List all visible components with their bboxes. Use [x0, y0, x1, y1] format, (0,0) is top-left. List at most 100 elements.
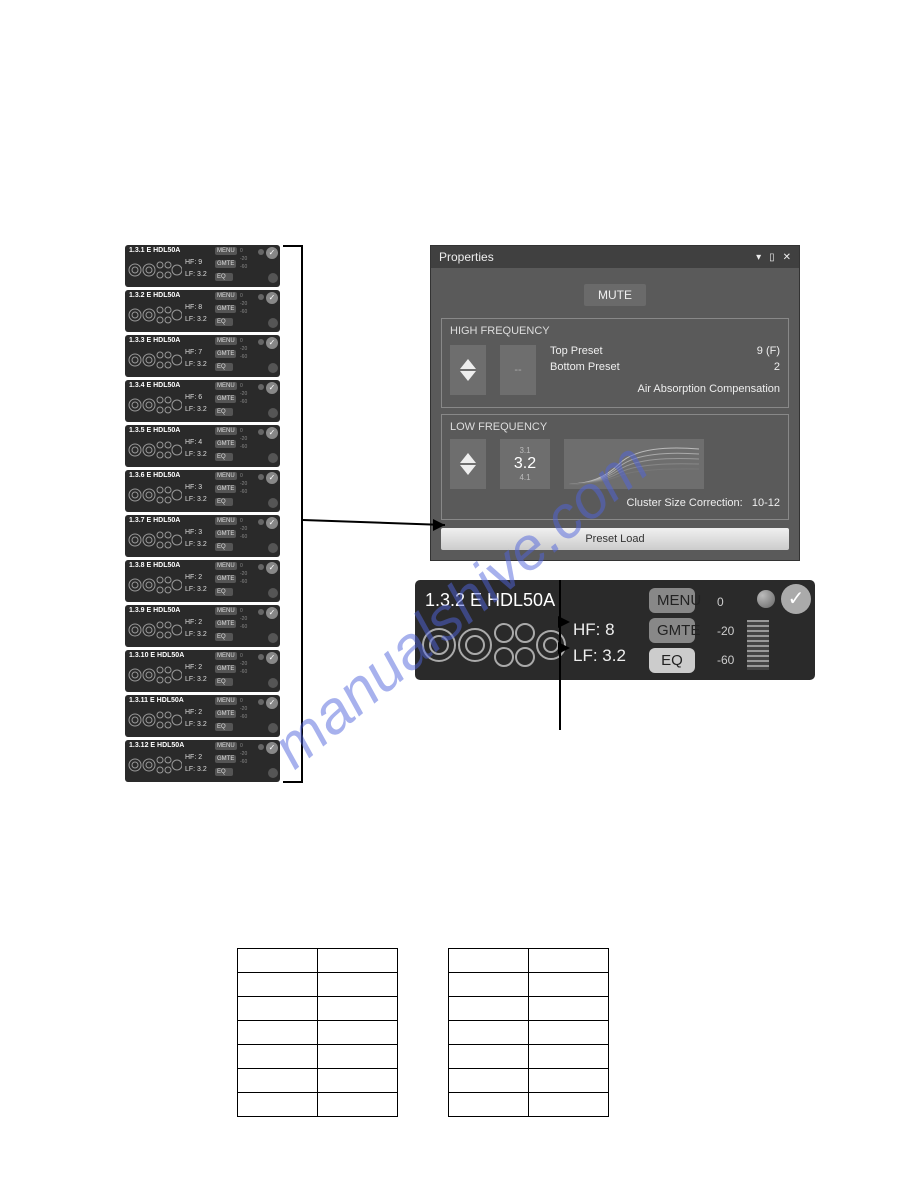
eq-button[interactable]: EQ: [215, 633, 233, 641]
menu-button[interactable]: MENU: [215, 382, 237, 390]
knob-icon: [268, 363, 278, 373]
knob-icon: [268, 588, 278, 598]
status-led: [258, 294, 264, 300]
arrow-down-icon[interactable]: [460, 465, 476, 475]
hf-value: HF: 2: [185, 574, 202, 581]
module-row[interactable]: 1.3.12 E HDL50A HF: 2 LF: 3.2 MENU GMTE …: [125, 740, 280, 782]
knob-icon: [268, 498, 278, 508]
eq-button[interactable]: EQ: [215, 363, 233, 371]
lf-value: LF: 3.2: [185, 586, 207, 593]
arrow-up-icon[interactable]: [460, 453, 476, 463]
mute-button[interactable]: MUTE: [584, 284, 646, 306]
level-scale: 0 -20 -60: [717, 588, 734, 674]
module-row[interactable]: 1.3.9 E HDL50A HF: 2 LF: 3.2 MENU GMTE E…: [125, 605, 280, 647]
eq-button[interactable]: EQ: [215, 453, 233, 461]
hf-value: HF: 7: [185, 349, 202, 356]
menu-button[interactable]: MENU: [215, 697, 237, 705]
module-row[interactable]: 1.3.1 E HDL50A HF: 9 LF: 3.2 MENU GMTE E…: [125, 245, 280, 287]
menu-button[interactable]: MENU: [215, 427, 237, 435]
hf-value: HF: 2: [185, 754, 202, 761]
module-row[interactable]: 1.3.2 E HDL50A HF: 8 LF: 3.2 MENU GMTE E…: [125, 290, 280, 332]
check-icon: ✓: [266, 742, 278, 754]
menu-button[interactable]: MENU: [215, 337, 237, 345]
module-row[interactable]: 1.3.3 E HDL50A HF: 7 LF: 3.2 MENU GMTE E…: [125, 335, 280, 377]
hf-value: HF: 3: [185, 529, 202, 536]
menu-button[interactable]: MENU: [215, 472, 237, 480]
gmte-button[interactable]: GMTE: [649, 618, 695, 643]
arrow-down-icon[interactable]: [460, 371, 476, 381]
gmte-button[interactable]: GMTE: [215, 710, 236, 718]
menu-button[interactable]: MENU: [215, 562, 237, 570]
module-row[interactable]: 1.3.11 E HDL50A HF: 2 LF: 3.2 MENU GMTE …: [125, 695, 280, 737]
module-row[interactable]: 1.3.8 E HDL50A HF: 2 LF: 3.2 MENU GMTE E…: [125, 560, 280, 602]
gmte-button[interactable]: GMTE: [215, 620, 236, 628]
gmte-button[interactable]: GMTE: [215, 530, 236, 538]
gmte-button[interactable]: GMTE: [215, 305, 236, 313]
scale: 0-20-60: [240, 652, 247, 676]
check-icon: ✓: [266, 382, 278, 394]
gmte-button[interactable]: GMTE: [215, 755, 236, 763]
module-id: 1.3.3 E HDL50A: [129, 337, 180, 344]
driver-icon: [127, 303, 182, 327]
status-led: [258, 654, 264, 660]
menu-button[interactable]: MENU: [215, 517, 237, 525]
menu-button[interactable]: MENU: [215, 742, 237, 750]
menu-button[interactable]: MENU: [215, 247, 237, 255]
gmte-button[interactable]: GMTE: [215, 485, 236, 493]
module-id: 1.3.12 E HDL50A: [129, 742, 184, 749]
knob-icon: [268, 318, 278, 328]
gmte-button[interactable]: GMTE: [215, 395, 236, 403]
scale: 0-20-60: [240, 517, 247, 541]
module-detail: 1.3.2 E HDL50A HF: 8 LF: 3.2 MENU GMTE E…: [415, 580, 815, 680]
module-row[interactable]: 1.3.6 E HDL50A HF: 3 LF: 3.2 MENU GMTE E…: [125, 470, 280, 512]
gmte-button[interactable]: GMTE: [215, 350, 236, 358]
menu-button[interactable]: MENU: [215, 652, 237, 660]
eq-button[interactable]: EQ: [215, 723, 233, 731]
check-icon: ✓: [266, 337, 278, 349]
module-row[interactable]: 1.3.7 E HDL50A HF: 3 LF: 3.2 MENU GMTE E…: [125, 515, 280, 557]
eq-button[interactable]: EQ: [215, 273, 233, 281]
check-icon: ✓: [266, 607, 278, 619]
eq-button[interactable]: EQ: [215, 768, 233, 776]
eq-button[interactable]: EQ: [215, 498, 233, 506]
gmte-button[interactable]: GMTE: [215, 440, 236, 448]
lf-value: LF: 3.2: [185, 316, 207, 323]
bottom-preset-value: 2: [774, 361, 780, 373]
gmte-button[interactable]: GMTE: [215, 665, 236, 673]
eq-button[interactable]: EQ: [215, 408, 233, 416]
bottom-preset-label: Bottom Preset: [550, 361, 620, 373]
module-id: 1.3.7 E HDL50A: [129, 517, 180, 524]
gmte-button[interactable]: GMTE: [215, 260, 236, 268]
module-row[interactable]: 1.3.5 E HDL50A HF: 4 LF: 3.2 MENU GMTE E…: [125, 425, 280, 467]
dropdown-icon[interactable]: ▾: [756, 252, 761, 263]
lf-section: LOW FREQUENCY 3.1 3.2 4.1: [441, 414, 789, 520]
gmte-button[interactable]: GMTE: [215, 575, 236, 583]
eq-button[interactable]: EQ: [215, 543, 233, 551]
lf-bottom-val: 4.1: [519, 473, 530, 482]
status-led: [258, 609, 264, 615]
preset-load-button[interactable]: Preset Load: [441, 528, 789, 550]
arrow-up-icon[interactable]: [460, 359, 476, 369]
scale: 0-20-60: [240, 427, 247, 451]
close-icon[interactable]: ✕: [783, 252, 791, 263]
module-row[interactable]: 1.3.10 E HDL50A HF: 2 LF: 3.2 MENU GMTE …: [125, 650, 280, 692]
module-row[interactable]: 1.3.4 E HDL50A HF: 6 LF: 3.2 MENU GMTE E…: [125, 380, 280, 422]
module-id: 1.3.1 E HDL50A: [129, 247, 180, 254]
hf-value: HF: 3: [185, 484, 202, 491]
hf-value: HF: 2: [185, 619, 202, 626]
menu-button[interactable]: MENU: [649, 588, 695, 613]
pin-icon[interactable]: ▯: [769, 252, 775, 263]
scale: 0-20-60: [240, 697, 247, 721]
lf-stepper[interactable]: [450, 439, 486, 489]
hf-value: HF: 2: [185, 709, 202, 716]
check-icon: ✓: [266, 292, 278, 304]
eq-button[interactable]: EQ: [649, 648, 695, 673]
eq-button[interactable]: EQ: [215, 678, 233, 686]
hf-stepper[interactable]: [450, 345, 486, 395]
menu-button[interactable]: MENU: [215, 292, 237, 300]
eq-button[interactable]: EQ: [215, 588, 233, 596]
module-id: 1.3.5 E HDL50A: [129, 427, 180, 434]
scale: 0-20-60: [240, 742, 247, 766]
eq-button[interactable]: EQ: [215, 318, 233, 326]
menu-button[interactable]: MENU: [215, 607, 237, 615]
